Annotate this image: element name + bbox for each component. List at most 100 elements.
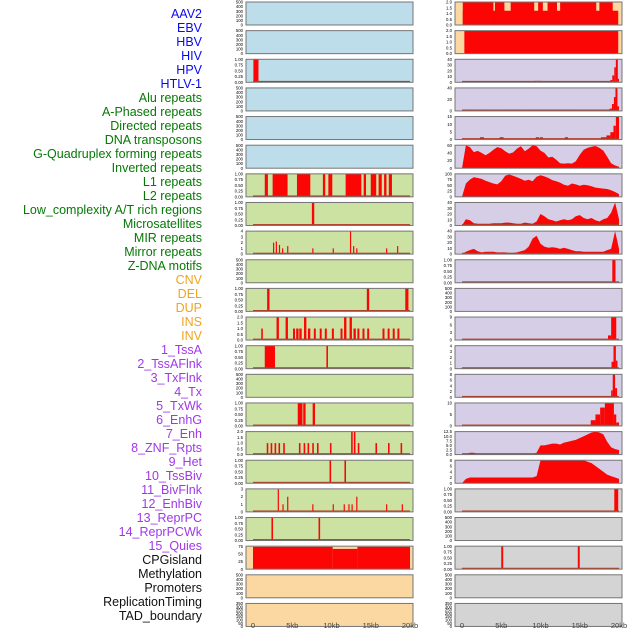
signal-bar — [296, 328, 299, 341]
signal-bar — [357, 546, 410, 570]
y-tick-label: 1.00 — [235, 458, 244, 463]
y-tick-label: 0.0 — [446, 452, 453, 457]
panel-right-9-het — [455, 288, 622, 312]
signal-baseline — [462, 224, 619, 226]
y-tick-label: 0 — [241, 509, 244, 514]
y-tick-label: 40 — [447, 229, 452, 234]
panel-left-aav2 — [246, 2, 413, 25]
panel-border — [245, 201, 414, 226]
signal-bar — [464, 30, 619, 54]
signal-bar — [375, 443, 378, 455]
panel-border — [245, 345, 414, 370]
y-tick-label: 2 — [450, 355, 453, 360]
y-tick-label: 300 — [236, 152, 244, 157]
y-tick-label: 0.50 — [235, 412, 244, 417]
y-tick-label: 400 — [236, 119, 244, 124]
signal-bar — [253, 546, 333, 570]
y-tick-label: 2.0 — [446, 28, 453, 33]
y-tick-label: 0.00 — [444, 509, 453, 514]
panel-border — [245, 30, 414, 55]
y-tick-label: 2.0 — [237, 315, 244, 320]
signal-baseline — [253, 539, 410, 541]
panel-border — [245, 316, 414, 341]
panel-border — [454, 30, 623, 55]
y-tick-label: 25 — [238, 559, 243, 564]
signal-bar — [283, 443, 285, 455]
y-tick-label: 0 — [241, 624, 244, 629]
y-tick-label: 30 — [447, 206, 452, 211]
y-tick-label: 0 — [241, 280, 244, 285]
panel-left-directed-repeats — [246, 231, 413, 255]
track-label-del: DEL — [177, 287, 202, 301]
panel-right-cpgisland — [455, 488, 622, 512]
y-tick-label: 0 — [450, 538, 453, 543]
signal-bar — [613, 414, 617, 426]
signal-bar — [272, 173, 288, 197]
y-tick-label: 100 — [445, 591, 453, 596]
y-tick-label: 1 — [450, 361, 453, 366]
y-tick-label: 1.00 — [235, 343, 244, 348]
panel-border — [454, 1, 623, 26]
signal-bar — [595, 414, 601, 426]
track-label-a-phased-repeats: A-Phased repeats — [101, 105, 202, 119]
y-tick-label: 0.00 — [235, 366, 244, 371]
track-label-column: AAV2 EBV HBV HIV HPV HTLV-1 Alu repeats A-Phase… — [0, 0, 202, 630]
y-tick-label: 0 — [450, 309, 453, 314]
y-tick-label: 2 — [241, 494, 244, 499]
y-tick-label: 10 — [447, 217, 452, 222]
y-tick-label: 100 — [236, 591, 244, 596]
track-label-cpgisland: CPGisland — [142, 553, 202, 567]
signal-bar — [382, 328, 385, 341]
y-tick-label: 0.75 — [444, 550, 453, 555]
x-axis-label: 15kb — [572, 621, 588, 630]
y-tick-label: 200 — [236, 386, 244, 391]
signal-bar — [615, 87, 618, 111]
panel-left-hiv — [246, 87, 413, 111]
signal-bar — [316, 443, 319, 455]
track-label-microsatellites: Microsatellites — [122, 217, 202, 231]
signal-baseline — [462, 567, 619, 570]
y-tick-label: 500 — [236, 114, 244, 119]
y-tick-label: 1.0 — [237, 326, 244, 331]
y-tick-label: 10 — [447, 122, 452, 127]
y-tick-label: 25 — [447, 189, 452, 194]
signal-bar — [282, 248, 284, 255]
signal-bar — [615, 388, 618, 398]
y-tick-label: 4 — [450, 383, 453, 388]
signal-bar — [329, 443, 332, 455]
y-tick-label: 1 — [241, 502, 244, 507]
y-tick-label: 1.5 — [237, 320, 244, 325]
signal-baseline — [253, 510, 410, 512]
y-tick-label: 0 — [241, 595, 244, 600]
track-label-1-tssa: 1_TssA — [161, 343, 202, 357]
signal-bar — [590, 420, 596, 426]
y-tick-label: 4 — [450, 469, 453, 474]
y-tick-label: 2.5 — [446, 448, 453, 453]
y-tick-label: 10 — [447, 246, 452, 251]
panel-border — [245, 173, 414, 198]
signal-baseline — [462, 109, 619, 111]
y-tick-label: 1.00 — [444, 486, 453, 491]
panel-right-2-tssaflnk — [455, 87, 622, 111]
y-tick-label: 0.0 — [446, 51, 453, 56]
y-tick-label: 1.00 — [235, 286, 244, 291]
signal-bar — [615, 116, 619, 140]
signal-bar — [348, 504, 350, 512]
panel-left-hpv — [246, 116, 413, 140]
y-tick-label: 300 — [445, 582, 453, 587]
track-label-2-tssaflnk: 2_TssAFlnk — [137, 357, 202, 371]
y-tick-label: 7.5 — [446, 438, 453, 443]
track-label-g-quadruplex-forming-repeats: G-Quadruplex forming repeats — [33, 147, 202, 161]
y-tick-label: 0 — [241, 395, 244, 400]
signal-baseline — [462, 510, 619, 512]
y-tick-label: 4 — [241, 229, 244, 234]
signal-baseline — [462, 338, 619, 341]
y-tick-label: 400 — [445, 520, 453, 525]
signal-bar — [332, 548, 358, 570]
signal-bar — [264, 173, 268, 197]
y-tick-label: 75 — [447, 177, 452, 182]
y-tick-label: 40 — [447, 200, 452, 205]
panel-border — [245, 574, 414, 599]
y-tick-label: 3 — [241, 234, 244, 239]
